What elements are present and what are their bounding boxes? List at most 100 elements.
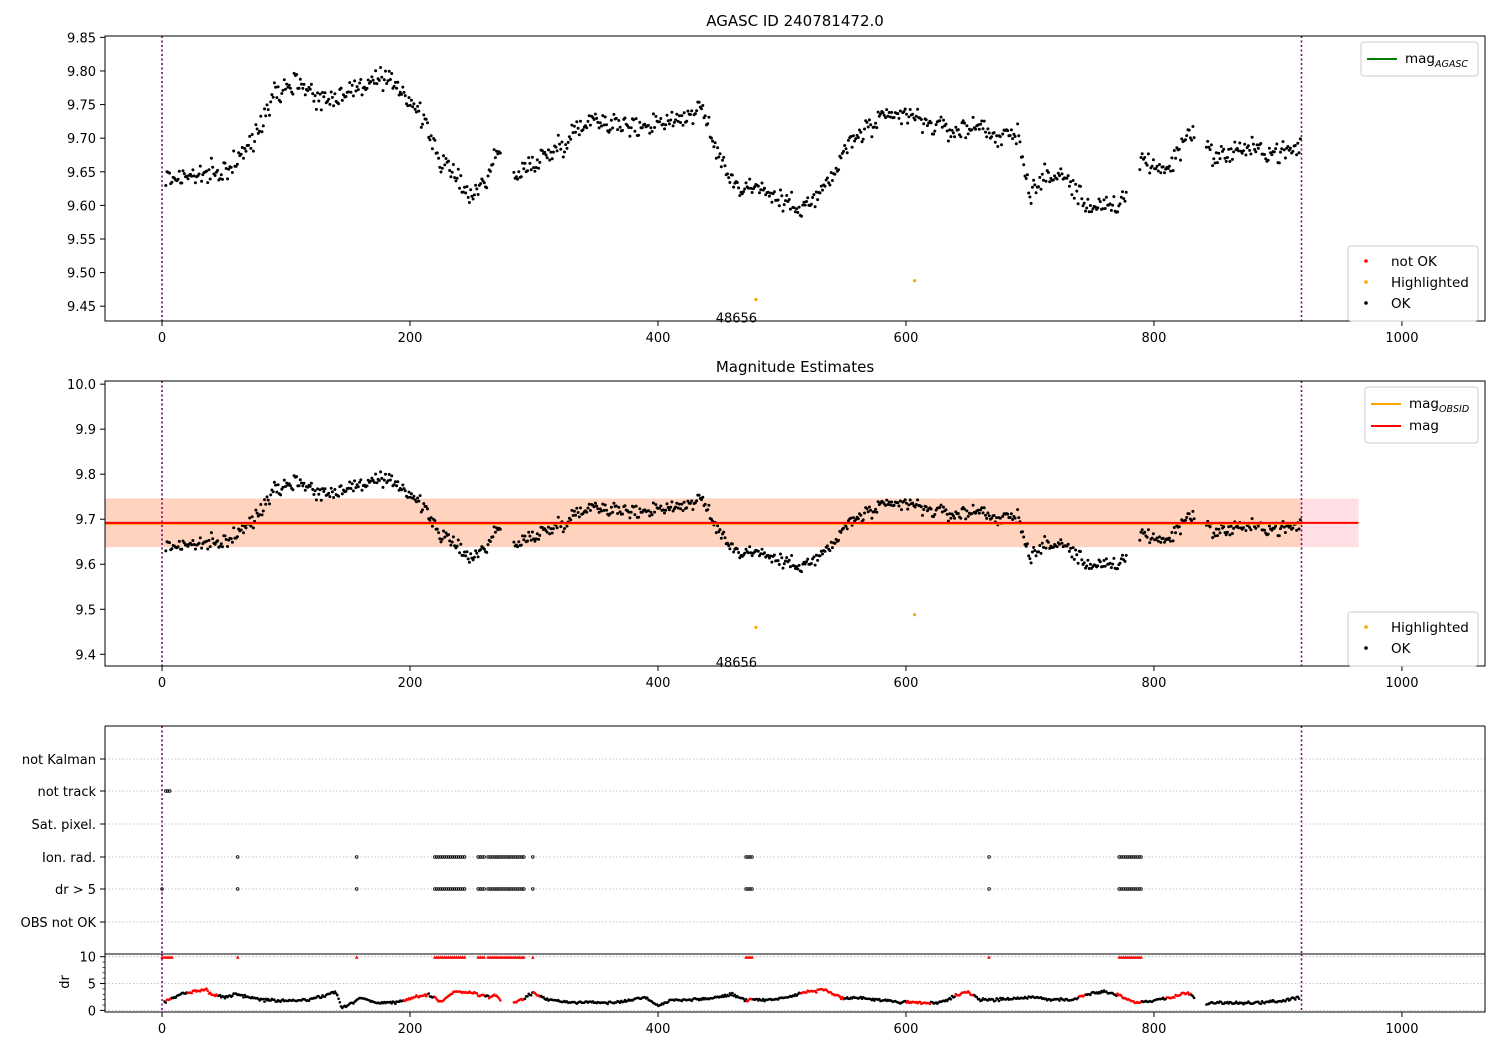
agasc-ok-point bbox=[363, 85, 366, 89]
mag-ok-point bbox=[527, 530, 531, 534]
mag-series-legend-label: mag bbox=[1409, 418, 1439, 434]
mag-ok-point bbox=[1192, 517, 1196, 521]
agasc-ok-point bbox=[1082, 201, 1086, 205]
mag-ok-point bbox=[1121, 553, 1124, 557]
flags-marker bbox=[443, 855, 447, 859]
mag-ok-point bbox=[319, 498, 323, 502]
mag-ok-point bbox=[206, 547, 210, 551]
mag-ok-point bbox=[603, 503, 607, 507]
dr-clipped-marker bbox=[987, 955, 991, 959]
dr-ok-point bbox=[618, 1001, 622, 1004]
agasc-ok-point bbox=[456, 167, 460, 171]
agasc-ok-point bbox=[664, 123, 668, 127]
agasc-ok-point bbox=[561, 155, 565, 159]
agasc-ok-point bbox=[430, 147, 434, 151]
agasc-ok-point bbox=[438, 165, 442, 169]
agasc-ok-point bbox=[588, 123, 592, 127]
agasc-ok-point bbox=[732, 185, 736, 189]
mag-ok-point bbox=[637, 515, 641, 519]
flags-marker bbox=[512, 855, 516, 859]
agasc-ok-point bbox=[1029, 201, 1033, 205]
agasc-ok-point bbox=[353, 79, 357, 83]
dr-clipped-marker bbox=[170, 955, 174, 959]
mag-ok-point bbox=[1148, 541, 1152, 545]
mag-ok-point bbox=[600, 509, 603, 513]
agasc-ok-point bbox=[1079, 184, 1082, 188]
flags-marker bbox=[160, 887, 164, 891]
mag-ok-point bbox=[690, 499, 694, 503]
agasc-ok-point bbox=[592, 118, 596, 121]
agasc-ok-point bbox=[1080, 197, 1084, 201]
agasc-ok-point bbox=[1016, 122, 1020, 126]
agasc-ok-point bbox=[869, 123, 873, 127]
mag-ok-point bbox=[412, 494, 416, 498]
mag-ok-point bbox=[948, 512, 952, 516]
agasc-ok-point bbox=[919, 118, 923, 121]
flags-marker bbox=[490, 887, 494, 891]
mag-ok-point bbox=[303, 488, 307, 492]
mag-ok-point bbox=[530, 530, 534, 534]
mag-ok-point bbox=[421, 508, 424, 512]
mag-ok-point bbox=[695, 499, 699, 503]
agasc-ytick-label: 9.50 bbox=[67, 267, 96, 282]
agasc-ok-point bbox=[738, 194, 742, 197]
mag-ok-point bbox=[675, 501, 679, 505]
flags-marker bbox=[512, 887, 516, 891]
mag-points-legend-marker bbox=[1364, 646, 1368, 650]
agasc-ok-point bbox=[934, 123, 938, 127]
mag-ok-point bbox=[1102, 559, 1106, 562]
mag-ok-point bbox=[258, 513, 262, 517]
mag-ok-point bbox=[949, 516, 953, 520]
mag-ok-point bbox=[223, 534, 227, 538]
dr-not-ok-point bbox=[205, 987, 208, 990]
agasc-ok-point bbox=[1244, 153, 1248, 157]
agasc-ok-point bbox=[1145, 163, 1149, 167]
agasc-ok-point bbox=[375, 82, 379, 86]
agasc-ok-point bbox=[1032, 178, 1036, 182]
agasc-ok-point bbox=[1177, 147, 1181, 151]
agasc-ok-point bbox=[711, 139, 715, 143]
agasc-ok-point bbox=[417, 109, 421, 113]
agasc-ok-point bbox=[772, 190, 776, 194]
agasc-ok-point bbox=[491, 162, 495, 166]
dr-ok-point bbox=[1105, 990, 1108, 993]
mag-ok-point bbox=[956, 512, 960, 515]
agasc-ok-point bbox=[529, 168, 533, 172]
mag-ok-point bbox=[218, 544, 222, 548]
mag-ok-point bbox=[738, 556, 742, 560]
agasc-ok-point bbox=[1087, 210, 1091, 214]
agasc-xtick-label: 400 bbox=[646, 331, 671, 346]
agasc-ok-point bbox=[851, 134, 855, 138]
mag-ok-point bbox=[1249, 528, 1253, 532]
agasc-ok-point bbox=[1059, 167, 1063, 171]
mag-ok-point bbox=[875, 510, 879, 514]
mag-ok-point bbox=[1016, 508, 1020, 512]
agasc-ok-point bbox=[780, 194, 784, 198]
mag-ok-point bbox=[974, 511, 978, 515]
agasc-ok-point bbox=[581, 128, 585, 132]
agasc-ok-point bbox=[369, 80, 373, 84]
agasc-ok-point bbox=[735, 181, 739, 184]
dr-ok-point bbox=[242, 996, 245, 999]
flags-marker bbox=[1123, 855, 1127, 859]
mag-ok-point bbox=[377, 479, 381, 483]
agasc-ok-point bbox=[971, 115, 975, 119]
agasc-ok-point bbox=[429, 134, 433, 138]
mag-ok-point bbox=[570, 508, 574, 512]
mag-ok-point bbox=[417, 499, 421, 503]
agasc-ok-point bbox=[1012, 132, 1016, 136]
flags-marker bbox=[1121, 887, 1125, 891]
agasc-ok-point bbox=[209, 156, 213, 160]
mag-ok-point bbox=[261, 509, 265, 513]
agasc-ok-point bbox=[1034, 191, 1038, 195]
mag-ok-point bbox=[549, 527, 553, 531]
flags-marker bbox=[522, 855, 526, 859]
mag-ok-point bbox=[577, 515, 581, 519]
flags-marker bbox=[452, 887, 457, 891]
agasc-ytick-label: 9.60 bbox=[67, 199, 96, 214]
mag-ok-point bbox=[1025, 542, 1029, 546]
mag-ok-point bbox=[369, 479, 373, 483]
agasc-ok-point bbox=[216, 168, 220, 172]
agasc-ok-point bbox=[211, 165, 215, 169]
mag-ok-point bbox=[522, 538, 526, 542]
